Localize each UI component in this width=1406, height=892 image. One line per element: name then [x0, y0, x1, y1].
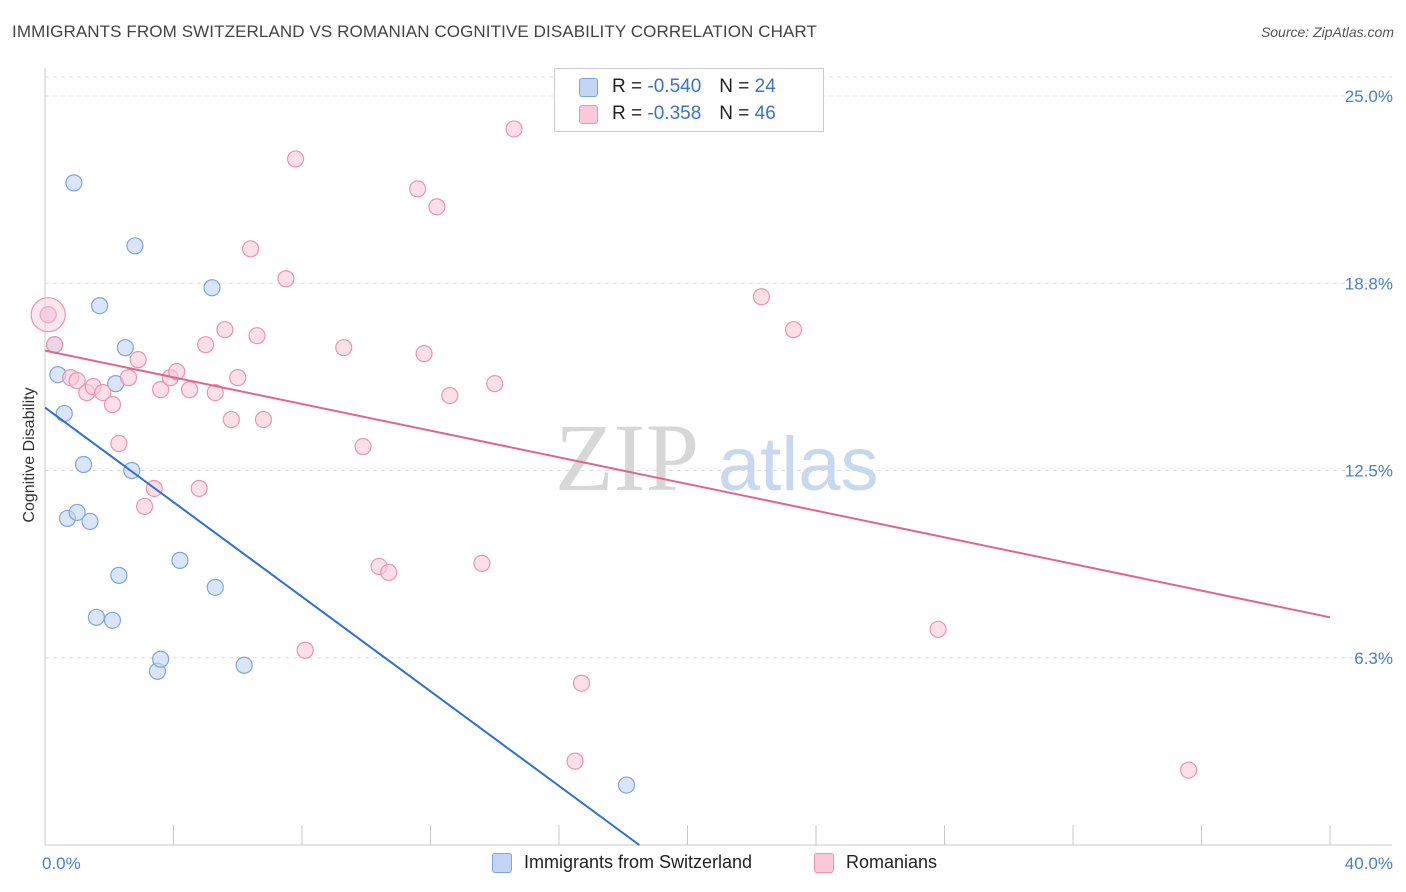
romanians-point — [505, 120, 523, 138]
romanians-point — [286, 150, 305, 168]
romanians-point — [1180, 761, 1198, 779]
romanians-point — [94, 384, 112, 402]
y-tick-label: 12.5% — [1345, 462, 1393, 481]
switzerland-point — [65, 174, 83, 192]
romanians-point — [110, 434, 128, 453]
romanians-point — [46, 336, 64, 354]
romanians-point — [180, 381, 199, 399]
switzerland-point — [152, 650, 170, 668]
switzerland-point — [68, 503, 86, 522]
switzerland-point — [203, 279, 221, 297]
romanians-trend-line — [44, 349, 1331, 619]
legend-n-label: N = — [719, 76, 750, 97]
romanians-point — [752, 288, 770, 306]
legend-row-romanians: R = -0.358 N = 46 — [579, 102, 776, 126]
romanians-point — [129, 351, 147, 369]
watermark-zip: ZIP — [555, 404, 699, 511]
romanians-point — [428, 198, 446, 216]
legend-r-label: R = — [612, 103, 643, 124]
legend-swatch-romanians — [579, 104, 598, 124]
source-label: Source: ZipAtlas.com — [1260, 24, 1394, 40]
romanians-point — [254, 410, 273, 429]
romanians-point — [190, 479, 208, 498]
legend-n-label: N = — [719, 103, 750, 124]
legend-r-label: R = — [612, 76, 643, 97]
switzerland-point — [110, 566, 128, 584]
chart-title: IMMIGRANTS FROM SWITZERLAND VS ROMANIAN … — [12, 22, 817, 41]
legend-n-value: 24 — [754, 76, 776, 97]
x-tick-label: 0.0% — [42, 854, 81, 873]
grid-lines — [45, 76, 1392, 659]
legend-r-value: -0.540 — [647, 76, 702, 97]
bottom-legend-label: Romanians — [846, 852, 938, 872]
legend-n-value: 46 — [754, 103, 776, 124]
romanians-point — [409, 180, 427, 198]
watermark: ZIP atlas — [555, 404, 879, 511]
bottom-legend-romanians: Romanians — [814, 852, 937, 873]
switzerland-point — [87, 608, 106, 626]
switzerland-point — [81, 512, 99, 531]
romanians-point — [441, 387, 459, 405]
romanians-point — [242, 240, 260, 258]
switzerland-point — [206, 578, 224, 596]
switzerland-point — [55, 404, 73, 423]
romanians-point — [222, 410, 240, 429]
bottom-legend-swatch-switzerland — [492, 852, 512, 873]
y-tick-labels: 6.3% 12.5% 18.8% 25.0% — [1345, 87, 1393, 668]
romanians-point — [335, 339, 353, 357]
switzerland-trend-line — [44, 406, 640, 846]
romanians-point — [119, 369, 138, 387]
romanians-point — [216, 321, 234, 339]
romanians-point — [68, 372, 86, 390]
romanians-point — [929, 620, 947, 638]
romanians-point — [473, 554, 491, 572]
trend-lines — [44, 349, 1331, 846]
y-tick-label: 6.3% — [1354, 649, 1393, 668]
bottom-legend-swatch-romanians — [814, 852, 834, 873]
bottom-legend-label: Immigrants from Switzerland — [524, 852, 753, 872]
legend-row-switzerland: R = -0.540 N = 24 — [579, 75, 776, 99]
switzerland-point — [171, 551, 189, 569]
romanians-point — [152, 381, 170, 399]
bottom-legend-switzerland: Immigrants from Switzerland — [492, 852, 752, 873]
romanians-point — [415, 345, 433, 363]
romanians-point — [380, 563, 398, 581]
switzerland-point — [103, 611, 122, 629]
romanians-point — [229, 369, 247, 387]
legend-swatch-switzerland — [579, 77, 598, 97]
watermark-atlas: atlas — [718, 422, 879, 507]
romanians-point — [206, 384, 224, 402]
romanians-point — [135, 497, 154, 516]
romanians-point — [566, 752, 584, 770]
switzerland-point — [116, 339, 134, 357]
romanians-point — [784, 321, 803, 339]
romanians-point — [486, 375, 504, 393]
y-tick-label: 18.8% — [1345, 274, 1393, 293]
switzerland-point — [74, 455, 93, 474]
switzerland-point — [617, 776, 636, 794]
romanians-point-large — [30, 297, 66, 333]
romanians-point — [103, 395, 122, 414]
romanians-point — [39, 306, 57, 324]
axes — [44, 68, 1392, 846]
legend: R = -0.540 N = 24 R = -0.358 N = 46 — [554, 68, 824, 132]
x-tick-labels: 0.0% 40.0% — [42, 854, 1393, 873]
switzerland-point — [126, 237, 144, 255]
romanians-point — [197, 336, 215, 354]
romanians-point — [248, 327, 266, 345]
romanians-point — [168, 363, 186, 381]
x-tick-label: 40.0% — [1345, 854, 1393, 873]
y-axis-label: Cognitive Disability — [21, 387, 38, 522]
switzerland-point — [235, 656, 253, 674]
romanians-point — [354, 437, 372, 456]
romanians-point — [277, 270, 295, 288]
data-points — [30, 120, 1198, 794]
legend-r-value: -0.358 — [647, 103, 702, 124]
romanians-point — [296, 641, 314, 659]
switzerland-point — [91, 297, 109, 315]
y-tick-label: 25.0% — [1345, 87, 1393, 106]
romanians-point — [572, 674, 591, 692]
